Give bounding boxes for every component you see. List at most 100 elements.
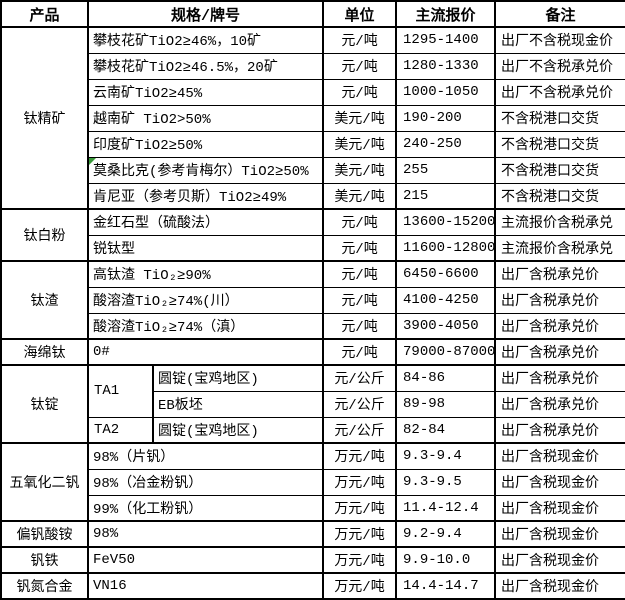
spec-cell: 98% <box>86 520 325 548</box>
unit-cell: 元/吨 <box>322 26 398 54</box>
note-cell: 出厂含税承兑价 <box>494 260 625 288</box>
unit-cell: 元/吨 <box>322 234 398 262</box>
col-header-unit: 单位 <box>322 0 398 28</box>
table-row: 钛精矿 攀枝花矿TiO2≥46%，10矿 元/吨 1295-1400 出厂不含税… <box>0 26 625 210</box>
spec-cell: 越南矿 TiO2>50% <box>86 104 325 132</box>
col-header-product: 产品 <box>0 0 89 28</box>
note-cell: 出厂含税承兑价 <box>494 312 625 340</box>
price-cell: 190-200 <box>395 104 497 132</box>
price-cell: 11600-12800 <box>395 234 497 262</box>
price-cell: 255 <box>395 156 497 184</box>
spec-cell: 98%（冶金粉钒） <box>86 468 325 496</box>
unit-cell: 元/公斤 <box>322 364 398 392</box>
price-cell: 1000-1050 <box>395 78 497 106</box>
price-cell: 9.2-9.4 <box>395 520 497 548</box>
unit-cell: 美元/吨 <box>322 156 398 184</box>
price-cell: 89-98 <box>395 390 497 418</box>
unit-cell: 元/公斤 <box>322 416 398 444</box>
table-row: 锐钛型 元/吨 11600-12800 主流报价含税承兑 <box>1 234 625 262</box>
table-header-row: 产品 规格/牌号 单位 主流报价 备注 <box>0 0 625 28</box>
product-cell: 钛渣 <box>0 260 89 340</box>
note-cell: 主流报价含税承兑 <box>494 234 625 262</box>
table-row: 云南矿TiO2≥45% 元/吨 1000-1050 出厂不含税承兑价 <box>1 78 625 106</box>
spec-cell: 锐钛型 <box>86 234 325 262</box>
table-row: TA2 圆锭(宝鸡地区) 元/公斤 82-84 出厂含税承兑价 <box>1 416 625 444</box>
table-row: 五氧化二钒 98%（片钒） 万元/吨 9.3-9.4 出厂含税现金价 <box>0 442 625 522</box>
error-indicator-triangle-icon <box>90 158 96 165</box>
note-cell: 出厂含税现金价 <box>494 572 625 600</box>
note-cell: 出厂含税承兑价 <box>494 416 625 444</box>
note-cell: 不含税港口交货 <box>494 104 625 132</box>
note-cell: 出厂含税现金价 <box>494 546 625 574</box>
price-cell: 84-86 <box>395 364 497 392</box>
spec-cell: VN16 <box>86 572 325 600</box>
note-cell: 不含税港口交货 <box>494 182 625 210</box>
price-cell: 79000-87000 <box>395 338 497 366</box>
grade-cell: TA2 <box>87 416 154 444</box>
note-cell: 出厂含税现金价 <box>494 494 625 522</box>
spec-cell: 云南矿TiO2≥45% <box>86 78 325 106</box>
spec-cell: 莫桑比克(参考肯梅尔）TiO2≥50% <box>86 156 325 184</box>
note-cell: 出厂含税承兑价 <box>494 364 625 392</box>
spec-cell: EB板坯 <box>151 390 325 418</box>
price-cell: 14.4-14.7 <box>395 572 497 600</box>
price-cell: 82-84 <box>395 416 497 444</box>
unit-cell: 万元/吨 <box>322 546 398 574</box>
table-row: 酸溶渣TiO₂≥74%（滇） 元/吨 3900-4050 出厂含税承兑价 <box>1 312 625 340</box>
unit-cell: 元/吨 <box>322 78 398 106</box>
unit-cell: 万元/吨 <box>322 442 398 470</box>
product-cell: 钒氮合金 <box>0 572 89 600</box>
unit-cell: 万元/吨 <box>322 494 398 522</box>
unit-cell: 万元/吨 <box>322 520 398 548</box>
table-row: 印度矿TiO2≥50% 美元/吨 240-250 不含税港口交货 <box>1 130 625 158</box>
product-cell: 海绵钛 <box>0 338 89 366</box>
table-row: 钛锭 TA1 圆锭(宝鸡地区) 元/公斤 84-86 出厂含税承兑价 <box>0 364 625 444</box>
note-cell: 出厂含税现金价 <box>494 468 625 496</box>
unit-cell: 万元/吨 <box>322 468 398 496</box>
spec-cell: 酸溶渣TiO₂≥74%（滇） <box>86 312 325 340</box>
note-cell: 出厂含税承兑价 <box>494 338 625 366</box>
product-cell: 钒铁 <box>0 546 89 574</box>
spec-cell: 98%（片钒） <box>86 442 325 470</box>
product-cell: 五氧化二钒 <box>0 442 89 522</box>
spec-cell: FeV50 <box>86 546 325 574</box>
spec-text: 莫桑比克(参考肯梅尔）TiO2≥50% <box>93 164 309 180</box>
spec-cell: 印度矿TiO2≥50% <box>86 130 325 158</box>
product-cell: 钛锭 <box>0 364 89 444</box>
table-row: 钛渣 高钛渣 TiO₂≥90% 元/吨 6450-6600 出厂含税承兑价 <box>0 260 625 340</box>
table-row: 钒铁 FeV50 万元/吨 9.9-10.0 出厂含税现金价 <box>0 546 625 574</box>
product-cell: 钛精矿 <box>0 26 89 210</box>
table-row: 钛白粉 金红石型（硫酸法） 元/吨 13600-15200 主流报价含税承兑 <box>0 208 625 262</box>
unit-cell: 元/吨 <box>322 338 398 366</box>
unit-cell: 万元/吨 <box>322 572 398 600</box>
unit-cell: 元/吨 <box>322 260 398 288</box>
price-cell: 240-250 <box>395 130 497 158</box>
price-cell: 13600-15200 <box>395 208 497 236</box>
table-row: 海绵钛 0# 元/吨 79000-87000 出厂含税承兑价 <box>0 338 625 366</box>
col-header-price: 主流报价 <box>395 0 497 28</box>
note-cell: 不含税港口交货 <box>494 156 625 184</box>
price-cell: 1295-1400 <box>395 26 497 54</box>
spec-cell: 肯尼亚（参考贝斯）TiO2≥49% <box>86 182 325 210</box>
grade-cell: TA1 <box>87 364 154 418</box>
price-cell: 1280-1330 <box>395 52 497 80</box>
product-cell: 偏钒酸铵 <box>0 520 89 548</box>
spec-cell: 攀枝花矿TiO2≥46.5%，20矿 <box>86 52 325 80</box>
spec-cell: 高钛渣 TiO₂≥90% <box>86 260 325 288</box>
unit-cell: 美元/吨 <box>322 182 398 210</box>
table-row: 莫桑比克(参考肯梅尔）TiO2≥50% 美元/吨 255 不含税港口交货 <box>1 156 625 184</box>
note-cell: 出厂不含税承兑价 <box>494 52 625 80</box>
unit-cell: 美元/吨 <box>322 130 398 158</box>
unit-cell: 元/吨 <box>322 312 398 340</box>
price-cell: 9.3-9.5 <box>395 468 497 496</box>
spec-cell: 圆锭(宝鸡地区) <box>151 364 325 392</box>
note-cell: 出厂含税承兑价 <box>494 390 625 418</box>
product-cell: 钛白粉 <box>0 208 89 262</box>
spec-cell: 0# <box>86 338 325 366</box>
spec-cell: 攀枝花矿TiO2≥46%，10矿 <box>86 26 325 54</box>
table-row: 钒氮合金 VN16 万元/吨 14.4-14.7 出厂含税现金价 <box>0 572 625 600</box>
table-row: 偏钒酸铵 98% 万元/吨 9.2-9.4 出厂含税现金价 <box>0 520 625 548</box>
table-row: 酸溶渣TiO₂≥74%(川） 元/吨 4100-4250 出厂含税承兑价 <box>1 286 625 314</box>
price-cell: 215 <box>395 182 497 210</box>
note-cell: 出厂含税承兑价 <box>494 286 625 314</box>
